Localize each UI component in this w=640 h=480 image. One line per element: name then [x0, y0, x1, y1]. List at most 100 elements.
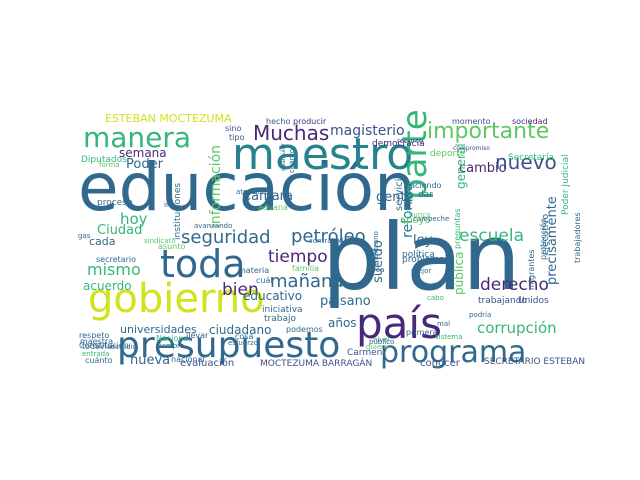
word-esfuerzo: esfuerzo	[228, 339, 258, 347]
word-problema: problema	[402, 255, 445, 265]
word-deporte: deporte	[430, 149, 466, 159]
word-instituciones: instituciones	[173, 183, 183, 240]
word-materia: materia	[238, 266, 269, 275]
word-darle: darle	[339, 237, 357, 245]
word-producir: producir	[293, 117, 327, 126]
word-reforma: reforma	[400, 183, 416, 238]
word-contrato: contrato	[309, 237, 339, 245]
word-manera: manera	[83, 121, 191, 154]
word-sindicato: sindicato	[144, 237, 176, 245]
word-poder: Poder	[126, 157, 164, 172]
word-estudio: estudio	[111, 343, 137, 351]
word-ley: ley	[413, 233, 433, 248]
word-evaluacion: evaluación	[180, 357, 234, 369]
word-entrada: entrada	[82, 350, 109, 358]
word-nueva: nueva	[130, 353, 170, 368]
word-cabo: cabo	[427, 294, 444, 302]
word-migrantes: migrantes	[527, 249, 536, 290]
word-sociedad: sociedad	[512, 117, 548, 126]
word-trabajo: trabajo	[264, 314, 296, 324]
word-democracia: democracia	[372, 139, 425, 149]
word-secretaria: Secretaría	[508, 153, 554, 163]
word-cuanto: cuánto	[85, 356, 113, 365]
word-nunca: nunca	[409, 211, 430, 219]
word-trabajando: trabajando	[478, 296, 527, 306]
word-ciudad: Ciudad	[97, 223, 142, 238]
word-mejor: mejor	[411, 267, 431, 275]
word-camara: Cámara	[242, 189, 293, 204]
word-publico: público	[369, 338, 394, 346]
word-compromiso: compromiso	[453, 145, 490, 152]
word-importante: importante	[427, 119, 549, 144]
word-plan: plan	[322, 204, 521, 311]
word-tiempo: tiempo	[268, 247, 328, 267]
word-primera: primera	[406, 328, 438, 337]
word-sueldo: sueldo	[371, 240, 386, 283]
word-educativo: educativo	[243, 289, 302, 303]
word-nivel: nivel	[373, 336, 390, 344]
word-atencion: atención	[236, 188, 266, 196]
word-semana: semana	[119, 146, 167, 160]
word-tarea: tarea	[366, 266, 384, 274]
word-hoy: hoy	[120, 210, 148, 228]
word-informacion: información	[208, 145, 224, 228]
word-general: general	[454, 143, 468, 189]
word-asunto: asunto	[158, 242, 185, 251]
word-maestro: maestro	[232, 129, 413, 180]
word-dar: dar	[418, 190, 433, 200]
word-proceso: proceso	[97, 198, 133, 208]
word-momento: momento	[452, 117, 491, 126]
word-campeche: campeche	[413, 215, 449, 223]
word-mexicano: mexicano	[372, 231, 380, 265]
word-haciendo: haciendo	[405, 181, 442, 190]
word-servicio: servicio	[394, 172, 405, 211]
word-moctezuma-barragan: MOCTEZUMA BARRAGÁN	[260, 357, 372, 369]
word-ejecutivo: ejecutivo	[541, 213, 551, 255]
word-cada: cada	[89, 235, 116, 248]
word-corrupcion: corrupción	[477, 319, 557, 337]
word-anos: años	[328, 316, 357, 330]
word-poder-judicial: Poder Judicial	[561, 155, 571, 215]
word-nacional: Nacional	[156, 334, 191, 343]
word-proteccion: protección	[538, 218, 548, 260]
word-secretario: secretario	[96, 255, 136, 264]
word-manana: mañana	[270, 271, 343, 292]
word-apoyo: apoyo	[400, 215, 431, 226]
word-sistema: sistema	[435, 333, 462, 341]
word-gobierno: gobierno	[88, 276, 265, 322]
word-trabajadores: trabajadores	[573, 212, 582, 263]
word-preguntas: preguntas	[453, 208, 462, 249]
word-esteban-moctezuma: ESTEBAN MOCTEZUMA	[105, 112, 232, 125]
word-paisano: paisano	[320, 294, 371, 309]
word-programa: programa	[380, 335, 526, 370]
word-bien: bien	[222, 280, 259, 300]
word-diputados: Diputados	[81, 155, 127, 165]
word-todavia: todavía	[82, 342, 112, 351]
word-educacion: educación	[78, 149, 416, 226]
word-llevar: llevar	[186, 331, 209, 340]
word-universidades: universidades	[120, 323, 197, 336]
word-cuanto: cuanto	[288, 149, 296, 173]
word-pais: país	[356, 299, 442, 348]
word-unidos: Unidos	[518, 296, 549, 306]
word-tipo: tipo	[229, 133, 244, 142]
word-mal: mal	[437, 320, 450, 328]
word-muchas: Muchas	[253, 121, 329, 145]
word-publica: pública	[452, 252, 466, 295]
word-constitucion: Constitución	[79, 340, 129, 350]
word-sino: sino	[225, 124, 241, 133]
word-toda: toda	[160, 242, 246, 286]
word-quiero: quiero	[366, 343, 388, 351]
word-cosa: cosa	[235, 332, 253, 341]
word-carmen: Carmen	[347, 348, 382, 358]
word-cambio: cambio	[459, 161, 507, 176]
word-conocer: conocer	[420, 358, 461, 369]
word-precisamente: precisamente	[545, 196, 560, 285]
word-siempre: siempre	[156, 342, 184, 350]
word-cualquier: cualquier	[280, 143, 287, 171]
word-secretario-esteban: SECRETARIO ESTEBAN	[484, 357, 585, 367]
word-magisterio: magisterio	[330, 123, 405, 139]
word-derecho: derecho	[480, 275, 549, 295]
word-gente: gente	[376, 190, 414, 205]
